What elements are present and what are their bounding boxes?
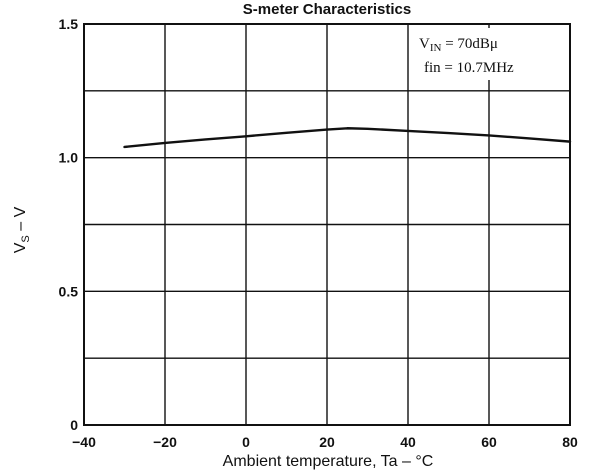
plot-frame	[83, 23, 571, 426]
y-tick-label: 1.5	[59, 16, 79, 32]
y-tick-label: 0	[70, 417, 78, 433]
annotation-vin: VIN = 70dBμ	[419, 36, 498, 54]
series-line	[123, 127, 572, 149]
annotation-fin: fin = 10.7MHz	[424, 60, 514, 76]
x-tick-label: 80	[562, 434, 578, 450]
x-tick-label: 40	[400, 434, 416, 450]
x-axis-label: Ambient temperature, Ta – °C	[223, 453, 434, 470]
y-tick-label: 0.5	[59, 283, 79, 299]
y-tick-label: 1.0	[59, 150, 79, 166]
x-axis-ticks: −40 −20 0 20 40 60 80	[72, 434, 578, 450]
annotation-box: VIN = 70dBμ fin = 10.7MHz	[414, 28, 566, 80]
x-tick-label: −40	[72, 434, 96, 450]
x-tick-label: 60	[481, 434, 497, 450]
y-axis-ticks: 0 0.5 1.0 1.5	[59, 16, 79, 433]
x-tick-label: 20	[319, 434, 335, 450]
annotation-background	[414, 28, 566, 80]
y-axis-label: VS – V	[12, 206, 32, 253]
series-layer	[123, 127, 572, 149]
x-tick-label: 0	[242, 434, 250, 450]
grid	[83, 23, 571, 426]
x-tick-label: −20	[153, 434, 177, 450]
chart-title: S-meter Characteristics	[243, 1, 411, 18]
